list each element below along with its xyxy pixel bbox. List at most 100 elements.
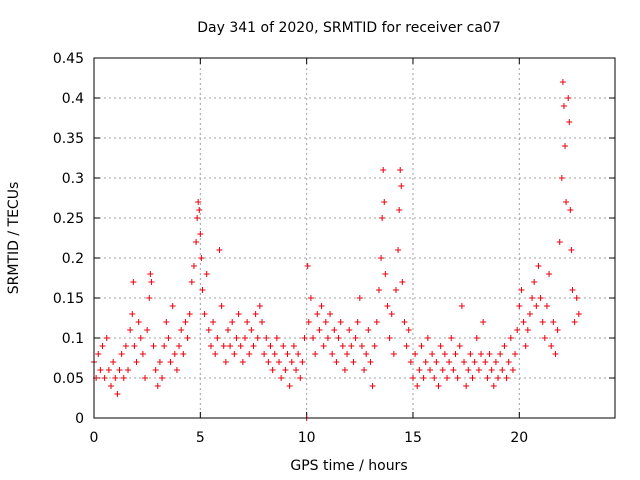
data-point	[533, 303, 540, 309]
data-point	[271, 351, 278, 357]
data-point	[235, 311, 242, 317]
data-point	[505, 359, 512, 365]
data-point	[142, 375, 149, 381]
data-point	[454, 375, 461, 381]
data-point	[331, 327, 338, 333]
data-point	[316, 327, 323, 333]
data-point	[194, 215, 201, 221]
data-point	[324, 335, 331, 341]
data-point	[382, 271, 389, 277]
data-point	[333, 359, 340, 365]
data-point	[375, 287, 382, 293]
data-point	[556, 239, 563, 245]
data-point	[267, 343, 274, 349]
data-point	[159, 375, 166, 381]
data-point	[461, 359, 468, 365]
data-point	[312, 351, 319, 357]
data-point	[435, 383, 442, 389]
data-point	[293, 367, 300, 373]
data-point	[463, 383, 470, 389]
data-point	[386, 335, 393, 341]
data-point	[314, 311, 321, 317]
data-point	[335, 335, 342, 341]
data-point	[163, 319, 170, 325]
data-point	[231, 351, 238, 357]
data-point	[207, 343, 214, 349]
data-point	[101, 375, 108, 381]
data-point	[196, 207, 203, 213]
data-point	[337, 319, 344, 325]
data-point	[465, 367, 472, 373]
data-point	[398, 183, 405, 189]
data-point	[448, 335, 455, 341]
data-point	[278, 375, 285, 381]
data-point	[516, 303, 523, 309]
data-point	[233, 335, 240, 341]
data-point	[188, 279, 195, 285]
data-point	[478, 351, 485, 357]
data-point	[365, 327, 372, 333]
data-point	[431, 375, 438, 381]
data-point	[295, 351, 302, 357]
data-point	[239, 359, 246, 365]
x-tick-label: 0	[90, 430, 99, 446]
data-point	[503, 375, 510, 381]
data-point	[146, 295, 153, 301]
data-point	[497, 351, 504, 357]
data-point	[299, 359, 306, 365]
data-point	[276, 359, 283, 365]
data-point	[273, 335, 280, 341]
data-point	[220, 343, 227, 349]
data-point	[369, 383, 376, 389]
data-point	[301, 335, 308, 341]
data-point	[456, 343, 463, 349]
data-point	[422, 359, 429, 365]
data-point	[416, 367, 423, 373]
data-point	[552, 351, 559, 357]
data-point	[396, 207, 403, 213]
data-point	[114, 391, 121, 397]
data-point	[180, 351, 187, 357]
data-point	[559, 79, 566, 85]
data-point	[473, 335, 480, 341]
data-point	[130, 279, 137, 285]
data-point	[392, 287, 399, 293]
data-point	[193, 239, 200, 245]
data-point	[358, 343, 365, 349]
y-tick-label: 0.4	[62, 91, 84, 107]
data-point	[490, 383, 497, 389]
data-point	[258, 319, 265, 325]
data-point	[227, 343, 234, 349]
data-point	[535, 263, 542, 269]
data-point	[205, 327, 212, 333]
data-point	[97, 367, 104, 373]
data-point	[390, 351, 397, 357]
data-point	[488, 367, 495, 373]
y-tick-label: 0.1	[62, 331, 84, 347]
data-point	[248, 327, 255, 333]
data-point	[537, 295, 544, 301]
data-point	[539, 319, 546, 325]
y-tick-label: 0.35	[53, 131, 84, 147]
data-point	[254, 335, 261, 341]
data-point	[371, 343, 378, 349]
data-point	[178, 327, 185, 333]
data-point	[388, 311, 395, 317]
data-point	[99, 343, 106, 349]
data-point	[197, 231, 204, 237]
data-point	[529, 295, 536, 301]
data-point	[263, 335, 270, 341]
data-point	[469, 375, 476, 381]
data-point	[184, 335, 191, 341]
data-point	[133, 359, 140, 365]
data-point	[380, 167, 387, 173]
data-point	[546, 271, 553, 277]
plot-frame	[93, 57, 616, 419]
data-point	[458, 303, 465, 309]
data-point	[297, 375, 304, 381]
data-point	[367, 359, 374, 365]
data-point	[152, 367, 159, 373]
data-point	[524, 327, 531, 333]
data-point	[356, 295, 363, 301]
data-point	[214, 335, 221, 341]
